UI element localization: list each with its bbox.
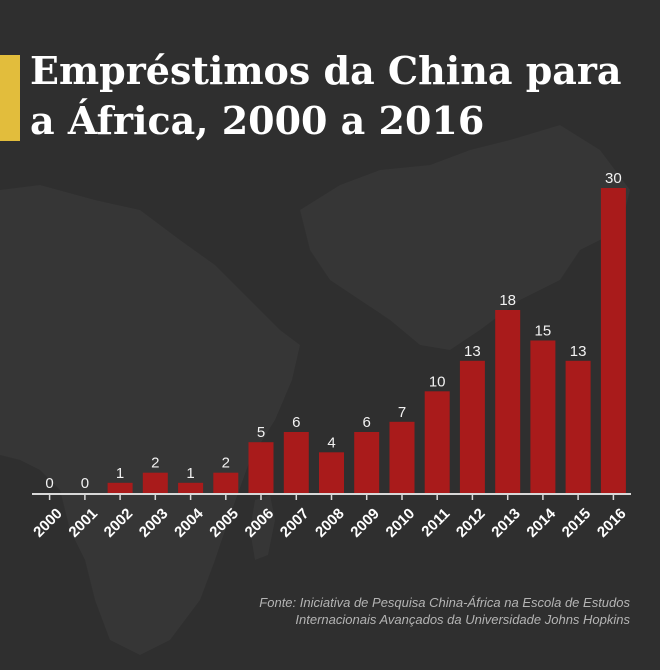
bar-2005 [213, 472, 239, 493]
x-tick-label-2010: 2010 [383, 505, 419, 541]
x-tick-label-2007: 2007 [277, 505, 313, 541]
x-tick-label-2016: 2016 [594, 505, 630, 541]
bar-2006 [248, 442, 274, 493]
value-label-2012: 13 [464, 343, 481, 360]
value-label-2011: 10 [429, 373, 446, 390]
value-label-2002: 1 [116, 465, 124, 482]
value-label-2009: 6 [363, 414, 371, 431]
x-tick-label-2008: 2008 [312, 505, 348, 541]
x-tick-label-2001: 2001 [65, 505, 101, 541]
value-labels-group: 0 0 1 2 1 2 5 6 4 6 7 10 13 18 15 13 30 [45, 170, 621, 492]
value-label-2001: 0 [81, 475, 89, 492]
bar-2003 [142, 472, 168, 493]
x-tick-label-2011: 2011 [418, 505, 453, 540]
bar-2010 [389, 421, 415, 493]
bar-2011 [424, 391, 450, 493]
title-line-1: Empréstimos da China para [30, 48, 622, 93]
bar-2009 [354, 432, 380, 493]
x-tick-label-2006: 2006 [242, 505, 278, 541]
bar-2008 [319, 452, 344, 493]
bar-2012 [459, 360, 485, 493]
bar-2016 [600, 188, 626, 493]
x-tick-label-2014: 2014 [523, 505, 559, 541]
value-label-2016: 30 [605, 170, 622, 187]
title-accent-bar [0, 55, 20, 141]
value-label-2003: 2 [151, 455, 159, 472]
value-label-2014: 15 [535, 323, 552, 340]
bar-2002 [107, 482, 133, 493]
value-label-2000: 0 [45, 475, 53, 492]
x-tick-label-2000: 2000 [30, 505, 66, 541]
chart-title: Empréstimos da China para a África, 2000… [30, 46, 650, 146]
bar-2007 [283, 432, 309, 493]
value-label-2006: 5 [257, 424, 265, 441]
bar-2015 [565, 360, 591, 493]
value-label-2010: 7 [398, 404, 406, 421]
x-tick-label-2003: 2003 [136, 505, 172, 541]
x-tick-label-2005: 2005 [206, 505, 242, 541]
value-label-2013: 18 [499, 292, 516, 309]
x-tick-label-2004: 2004 [171, 505, 207, 541]
bars-group [107, 188, 626, 493]
value-label-2004: 1 [186, 465, 194, 482]
source-line-2: Internacionais Avançados da Universidade… [295, 612, 630, 627]
x-tick-label-2013: 2013 [488, 505, 524, 541]
source-line-1: Fonte: Iniciativa de Pesquisa China-Áfri… [259, 595, 630, 610]
x-tick-label-2002: 2002 [101, 505, 137, 541]
bar-2014 [530, 340, 556, 493]
title-line-2: a África, 2000 a 2016 [30, 98, 485, 143]
x-tick-labels-group: 2000 2001 2002 2003 2004 2005 2006 2007 2008 2009… [30, 505, 629, 541]
value-label-2008: 4 [327, 434, 335, 451]
bar-2013 [495, 310, 521, 493]
value-label-2015: 13 [570, 343, 587, 360]
bar-2004 [178, 482, 204, 493]
source-note: Fonte: Iniciativa de Pesquisa China-Áfri… [259, 594, 630, 628]
value-label-2007: 6 [292, 414, 300, 431]
x-tick-label-2015: 2015 [559, 505, 595, 541]
x-tick-label-2012: 2012 [453, 505, 489, 541]
x-tick-label-2009: 2009 [347, 505, 383, 541]
value-label-2005: 2 [222, 455, 230, 472]
x-ticks-group [48, 494, 615, 500]
